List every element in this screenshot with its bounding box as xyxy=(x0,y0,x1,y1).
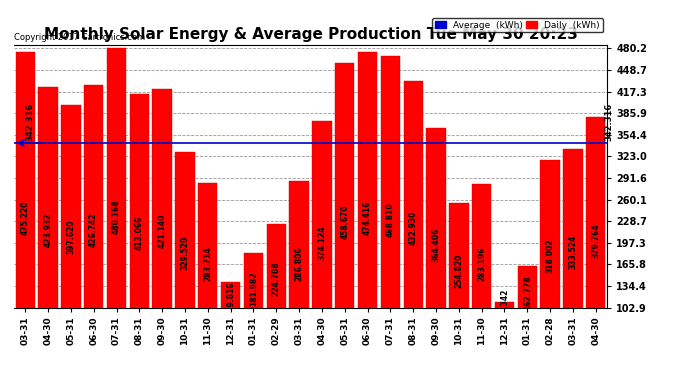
Bar xyxy=(312,121,332,375)
Bar xyxy=(61,105,81,375)
Text: 374.124: 374.124 xyxy=(317,225,326,260)
Text: 110.342: 110.342 xyxy=(500,288,509,323)
Text: Copyright 2017 Cartronics.com: Copyright 2017 Cartronics.com xyxy=(14,33,145,42)
Legend: Average  (kWh), Daily  (kWh): Average (kWh), Daily (kWh) xyxy=(432,18,602,32)
Text: 432.930: 432.930 xyxy=(408,211,417,245)
Bar xyxy=(472,184,491,375)
Bar xyxy=(130,94,149,375)
Bar xyxy=(563,149,582,375)
Bar xyxy=(335,63,355,375)
Text: 254.820: 254.820 xyxy=(454,254,464,288)
Text: 329.520: 329.520 xyxy=(181,236,190,270)
Text: 426.742: 426.742 xyxy=(89,212,98,247)
Text: 181.982: 181.982 xyxy=(249,271,258,306)
Text: 162.778: 162.778 xyxy=(523,276,532,310)
Bar xyxy=(15,52,35,375)
Text: 318.002: 318.002 xyxy=(546,238,555,273)
Text: 468.810: 468.810 xyxy=(386,202,395,237)
Bar xyxy=(540,160,560,375)
Bar xyxy=(586,117,606,375)
Bar xyxy=(175,152,195,375)
Bar xyxy=(198,183,217,375)
Bar xyxy=(244,253,263,375)
Text: 413.066: 413.066 xyxy=(135,216,144,250)
Bar xyxy=(404,81,423,375)
Text: 333.524: 333.524 xyxy=(569,235,578,269)
Text: 342.316: 342.316 xyxy=(605,103,614,141)
Bar xyxy=(221,282,240,375)
Text: 342.316: 342.316 xyxy=(26,103,34,141)
Bar xyxy=(426,128,446,375)
Text: 423.932: 423.932 xyxy=(43,213,52,248)
Title: Monthly Solar Energy & Average Production Tue May 30 20:23: Monthly Solar Energy & Average Productio… xyxy=(43,27,578,42)
Bar xyxy=(107,48,126,375)
Bar xyxy=(518,266,537,375)
Text: 283.196: 283.196 xyxy=(477,247,486,281)
Bar xyxy=(266,224,286,375)
Bar xyxy=(84,85,103,375)
Text: 283.714: 283.714 xyxy=(204,247,213,281)
Bar xyxy=(495,302,514,375)
Bar xyxy=(152,89,172,375)
Bar xyxy=(449,203,469,375)
Text: 397.620: 397.620 xyxy=(66,219,75,254)
Bar xyxy=(358,52,377,375)
Text: 421.140: 421.140 xyxy=(157,214,167,248)
Bar xyxy=(289,181,309,375)
Text: 474.416: 474.416 xyxy=(363,201,372,236)
Bar xyxy=(381,56,400,375)
Text: 379.764: 379.764 xyxy=(591,224,600,258)
Text: 480.168: 480.168 xyxy=(112,200,121,234)
Text: 224.708: 224.708 xyxy=(272,261,281,296)
Bar xyxy=(39,87,58,375)
Text: 475.220: 475.220 xyxy=(21,201,30,235)
Text: 458.670: 458.670 xyxy=(340,205,349,239)
Text: 286.806: 286.806 xyxy=(295,246,304,280)
Text: 139.816: 139.816 xyxy=(226,281,235,316)
Text: 364.406: 364.406 xyxy=(431,227,440,262)
